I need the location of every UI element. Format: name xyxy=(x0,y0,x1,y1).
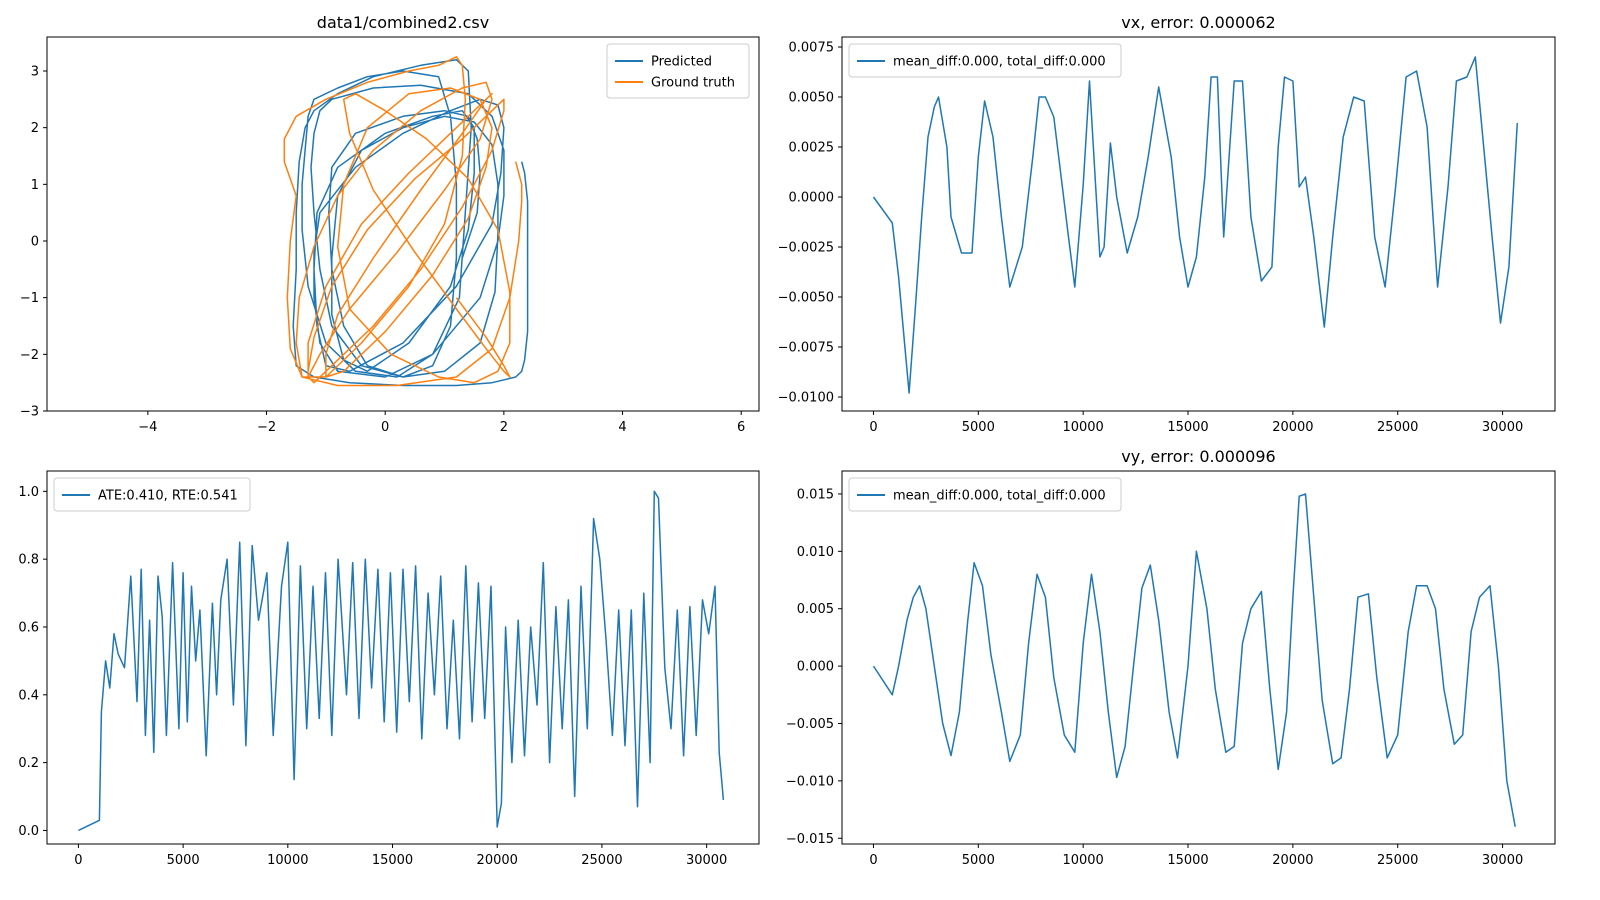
legend-box xyxy=(848,477,1122,512)
y-tick-label: 0.4 xyxy=(18,688,39,703)
y-tick-label: −0.0075 xyxy=(778,341,834,356)
y-tick-label: 0.015 xyxy=(797,487,834,502)
legend-label: ATE:0.410, RTE:0.541 xyxy=(98,489,238,504)
x-tick-label: 6 xyxy=(737,420,745,435)
y-tick-label: −0.015 xyxy=(786,832,834,847)
legend-box xyxy=(848,43,1122,78)
chart-trajectory: −4 −2 0 2 4 6 −3 −2 −1 0 1 2 3 data1/combined2.csv Pre… xyxy=(20,13,760,435)
x-tick-label: 5000 xyxy=(962,420,995,435)
legend-box xyxy=(606,43,750,99)
x-tick-label: −4 xyxy=(138,420,157,435)
chart-title: vy, error: 0.000096 xyxy=(1121,447,1275,466)
y-tick-label: 2 xyxy=(31,121,39,136)
legend-box xyxy=(53,477,251,512)
chart-vy: 0 5000 10000 15000 20000 25000 30000 −0.015 −0.0… xyxy=(786,447,1556,868)
y-tick-label: 0.000 xyxy=(797,660,834,675)
series-line-1 xyxy=(292,58,529,387)
plot-area xyxy=(842,37,1555,411)
axes-frame xyxy=(841,36,1556,412)
series-line-1 xyxy=(872,56,1519,394)
axes-frame xyxy=(46,36,760,412)
legend: mean_diff:0.000, total_diff:0.000 xyxy=(848,43,1122,78)
x-tick-label: 0 xyxy=(74,853,82,868)
x-tick-label: −2 xyxy=(257,420,276,435)
y-tick-label: 0.0 xyxy=(18,824,39,839)
y-tick-label: −1 xyxy=(20,291,39,306)
y-tick-label: 0.0025 xyxy=(789,141,835,156)
axes-frame xyxy=(46,470,760,845)
plot-area xyxy=(842,471,1555,844)
x-tick-label: 30000 xyxy=(1482,420,1523,435)
y-tick-label: −3 xyxy=(20,405,39,420)
legend: mean_diff:0.000, total_diff:0.000 xyxy=(848,477,1122,512)
x-tick-label: 25000 xyxy=(1377,420,1418,435)
legend: ATE:0.410, RTE:0.541 xyxy=(53,477,251,512)
legend-label: Ground truth xyxy=(651,76,735,91)
chart-vx: 0 5000 10000 15000 20000 25000 30000 −0.0100 −0.… xyxy=(778,13,1556,435)
y-tick-label: 0.2 xyxy=(18,756,39,771)
y-tick-label: 3 xyxy=(31,65,39,80)
x-tick-label: 10000 xyxy=(1062,853,1103,868)
x-tick-label: 15000 xyxy=(1167,853,1208,868)
x-tick-label: 20000 xyxy=(1272,420,1313,435)
y-tick-label: −0.010 xyxy=(786,774,834,789)
chart-title: data1/combined2.csv xyxy=(317,13,489,32)
y-tick-label: 1.0 xyxy=(18,485,39,500)
y-tick-label: 0.0000 xyxy=(789,191,835,206)
x-tick-label: 15000 xyxy=(372,853,413,868)
legend: Predicted Ground truth xyxy=(606,43,750,99)
legend-label: mean_diff:0.000, total_diff:0.000 xyxy=(893,55,1106,70)
y-tick-label: 0.0050 xyxy=(789,91,835,106)
series-line-1 xyxy=(78,490,725,832)
x-tick-label: 10000 xyxy=(1062,420,1103,435)
series-line-2 xyxy=(283,56,523,387)
x-tick-label: 15000 xyxy=(1167,420,1208,435)
x-tick-label: 5000 xyxy=(167,853,200,868)
y-tick-label: 0.8 xyxy=(18,553,39,568)
x-tick-label: 30000 xyxy=(1482,853,1523,868)
legend-label: mean_diff:0.000, total_diff:0.000 xyxy=(893,489,1106,504)
y-tick-label: 0.010 xyxy=(797,545,834,560)
axes-frame xyxy=(841,470,1556,845)
x-tick-label: 25000 xyxy=(581,853,622,868)
x-tick-label: 0 xyxy=(869,420,877,435)
y-tick-label: −0.005 xyxy=(786,717,834,732)
chart-ate: 0 5000 10000 15000 20000 25000 30000 0.0 0.2 0.4 0… xyxy=(18,470,760,868)
y-tick-label: 0.6 xyxy=(18,620,39,635)
x-tick-label: 10000 xyxy=(267,853,308,868)
x-tick-label: 20000 xyxy=(477,853,518,868)
y-tick-label: 0.005 xyxy=(797,602,834,617)
x-tick-label: 0 xyxy=(869,853,877,868)
x-tick-label: 0 xyxy=(381,420,389,435)
y-tick-label: −0.0100 xyxy=(778,391,834,406)
y-tick-label: −0.0050 xyxy=(778,291,834,306)
y-tick-label: −2 xyxy=(20,348,39,363)
y-tick-label: 1 xyxy=(31,178,39,193)
series-line-1 xyxy=(872,493,1516,827)
x-tick-label: 5000 xyxy=(962,853,995,868)
x-tick-label: 25000 xyxy=(1377,853,1418,868)
y-tick-label: −0.0025 xyxy=(778,241,834,256)
x-tick-label: 30000 xyxy=(686,853,727,868)
y-tick-label: 0 xyxy=(31,235,39,250)
x-tick-label: 2 xyxy=(500,420,508,435)
legend-label: Predicted xyxy=(651,55,712,70)
y-tick-label: 0.0075 xyxy=(789,41,835,56)
x-tick-label: 20000 xyxy=(1272,853,1313,868)
chart-title: vx, error: 0.000062 xyxy=(1121,13,1275,32)
plot-area xyxy=(47,471,759,844)
x-tick-label: 4 xyxy=(618,420,626,435)
